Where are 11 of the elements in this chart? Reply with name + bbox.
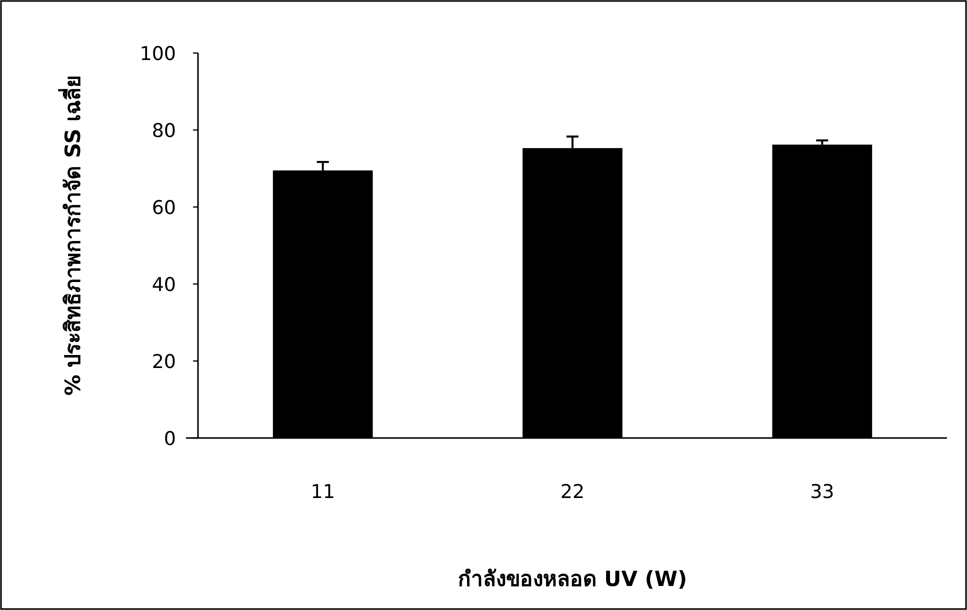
x-axis-title: กำลังของหลอด UV (W) xyxy=(458,567,688,591)
y-axis-title: % ประสิทธิภาพการกำจัด SS เฉลี่ย xyxy=(57,75,85,396)
x-tick-label: 11 xyxy=(310,481,335,503)
x-tick-label: 22 xyxy=(560,481,585,503)
y-tick-label: 100 xyxy=(140,43,176,65)
y-tick-label: 80 xyxy=(152,120,176,142)
y-tick-label: 60 xyxy=(152,197,176,219)
y-tick-label: 0 xyxy=(164,428,176,450)
y-tick-label: 40 xyxy=(152,274,176,296)
x-tick-label: 33 xyxy=(810,481,834,503)
y-tick-label: 20 xyxy=(152,351,176,373)
